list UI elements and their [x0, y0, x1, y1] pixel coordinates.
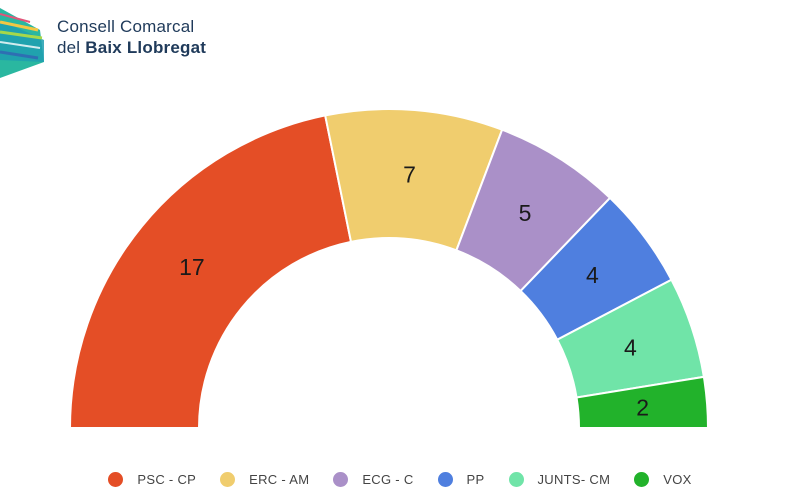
seat-segment-psc-cp	[68, 114, 353, 429]
legend-item[interactable]: VOX	[634, 471, 692, 487]
organization-name: Consell Comarcal del Baix Llobregat	[57, 16, 206, 58]
legend-swatch	[508, 471, 524, 487]
legend-label: ECG - C	[362, 471, 414, 487]
org-name-line2: del Baix Llobregat	[57, 37, 206, 58]
seat-label-erc-am: 7	[403, 161, 416, 187]
legend-label: VOX	[663, 471, 692, 487]
legend-swatch	[333, 471, 349, 487]
seat-label-ecg-c: 5	[519, 200, 532, 226]
legend-item[interactable]: ERC - AM	[220, 471, 310, 487]
legend-label: PP	[466, 471, 485, 487]
header: Consell Comarcal del Baix Llobregat	[0, 0, 300, 90]
legend-item[interactable]: PP	[437, 471, 485, 487]
org-name-line1: Consell Comarcal	[57, 17, 195, 36]
consell-comarcal-logo	[0, 8, 44, 78]
legend-swatch	[634, 471, 650, 487]
legend-swatch	[108, 471, 124, 487]
parliament-chart: 17 7 5 4 4 2	[68, 108, 710, 429]
legend-label: PSC - CP	[137, 471, 197, 487]
seat-label-vox: 2	[636, 395, 649, 421]
legend-label: JUNTS- CM	[537, 471, 611, 487]
legend-swatch	[220, 471, 236, 487]
org-name-bold: Baix Llobregat	[85, 38, 207, 57]
legend-item[interactable]: ECG - C	[333, 471, 414, 487]
legend-swatch	[437, 471, 453, 487]
seat-segment-vox	[575, 375, 710, 429]
seat-label-junts-cm: 4	[624, 334, 637, 360]
legend-item[interactable]: JUNTS- CM	[508, 471, 611, 487]
seat-label-pp: 4	[586, 262, 599, 288]
legend-item[interactable]: PSC - CP	[108, 471, 197, 487]
chart-legend: PSC - CP ERC - AM ECG - C PP JUNTS- CM VOX	[0, 466, 800, 492]
legend-label: ERC - AM	[249, 471, 310, 487]
org-name-prefix: del	[57, 38, 86, 57]
seat-label-psc-cp: 17	[179, 254, 205, 280]
